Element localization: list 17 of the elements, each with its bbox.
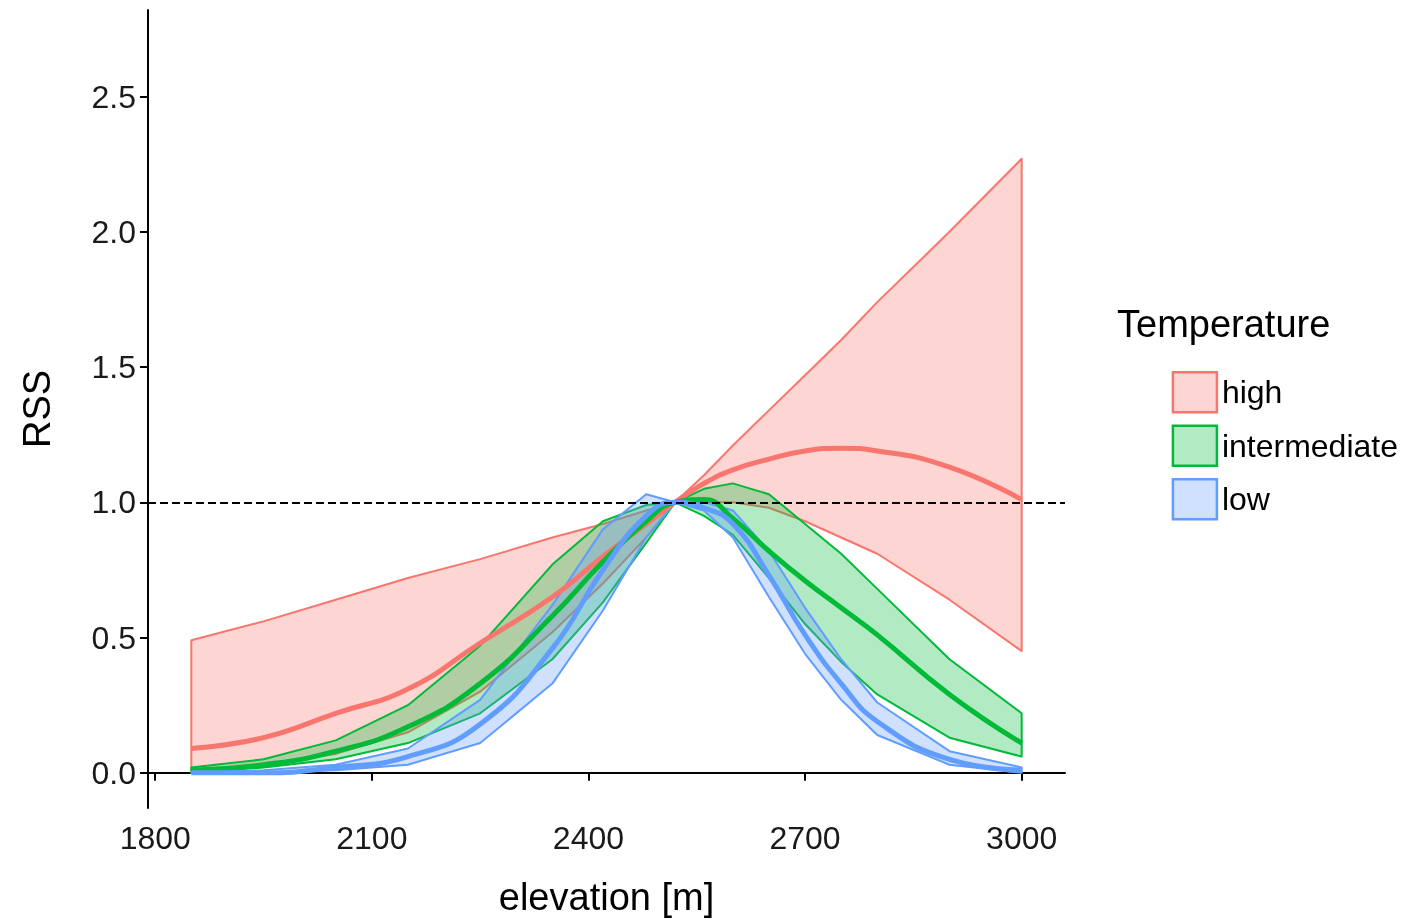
y-tick-label: 0.0: [91, 754, 136, 791]
x-tick-label: 3000: [986, 820, 1058, 856]
y-tick-label: 2.0: [91, 213, 136, 250]
x-axis-title: elevation [m]: [498, 876, 715, 918]
y-tick-label: 1.5: [91, 349, 136, 386]
y-tick-label: 0.5: [91, 619, 136, 656]
y-tick-label: 1.0: [91, 484, 136, 521]
x-tick-label: 2700: [769, 820, 841, 856]
y-tick-label: 2.5: [91, 78, 136, 115]
y-axis-title: RSS: [16, 369, 58, 449]
legend-label: low: [1221, 481, 1271, 518]
x-tick-label: 2400: [552, 820, 625, 856]
legend-label: intermediate: [1221, 427, 1398, 464]
x-tick-label: 2100: [336, 820, 408, 856]
legend-label: high: [1221, 374, 1283, 411]
x-tick-label: 1800: [119, 820, 191, 856]
legend-title: Temperature: [1117, 303, 1331, 345]
